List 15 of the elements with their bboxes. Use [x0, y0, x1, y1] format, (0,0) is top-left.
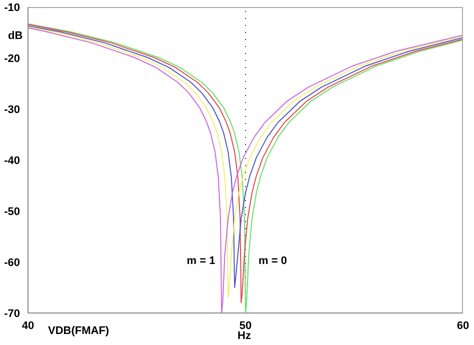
annotation: m = 1	[186, 254, 216, 267]
y-tick-label: -10	[4, 2, 20, 14]
y-tick-label: -70	[4, 308, 20, 320]
y-tick-label: -60	[4, 256, 20, 269]
legend-title: VDB(FMAF)	[48, 325, 110, 337]
x-tick-label: 50	[239, 320, 252, 332]
y-tick-label: -40	[4, 154, 20, 167]
x-tick-label: 40	[22, 320, 34, 332]
y-tick-label: -50	[4, 206, 20, 218]
x-tick-label: 60	[456, 320, 470, 332]
annotation: m = 0	[258, 254, 287, 267]
y-tick-label: -30	[4, 104, 20, 116]
y-tick-label: -20	[4, 52, 20, 65]
y-axis-title: dB	[8, 30, 23, 42]
x-axis-title: Hz	[238, 330, 251, 342]
